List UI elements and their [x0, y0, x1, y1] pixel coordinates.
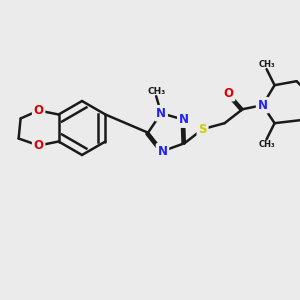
Text: S: S — [198, 123, 207, 136]
Text: N: N — [179, 113, 189, 126]
Text: O: O — [34, 139, 44, 152]
Text: N: N — [258, 99, 268, 112]
Text: N: N — [156, 107, 166, 120]
Text: CH₃: CH₃ — [258, 60, 275, 69]
Text: O: O — [224, 87, 234, 100]
Text: O: O — [34, 104, 44, 117]
Text: CH₃: CH₃ — [258, 140, 275, 149]
Text: N: N — [158, 145, 167, 158]
Text: CH₃: CH₃ — [147, 87, 165, 96]
